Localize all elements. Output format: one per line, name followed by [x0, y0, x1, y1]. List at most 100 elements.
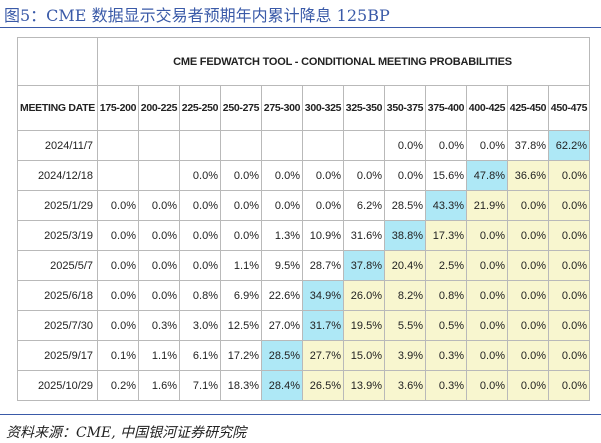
- probability-cell: 1.1%: [220, 250, 262, 281]
- probability-cell: 0.0%: [466, 370, 508, 401]
- probability-cell: 0.0%: [548, 310, 590, 341]
- probability-cell: 0.0%: [138, 190, 180, 221]
- table-row: 2025/9/17 0.1% 1.1% 6.1% 17.2% 28.5% 27.7% 15.0…: [17, 340, 590, 371]
- probability-cell: 0.8%: [179, 280, 221, 311]
- probability-cell: 0.0%: [466, 250, 508, 281]
- probability-cell: 0.8%: [425, 280, 467, 311]
- table-row: 2024/11/7 0.0% 0.0% 0.0% 37.8% 62.2%: [17, 130, 590, 161]
- probability-cell: 0.0%: [97, 280, 139, 311]
- probability-cell: 13.9%: [343, 370, 385, 401]
- probability-cell: 0.0%: [384, 130, 426, 161]
- probability-cell: 0.0%: [302, 190, 344, 221]
- meeting-date-cell: 2025/5/7: [17, 250, 98, 281]
- probability-cell: 0.0%: [261, 160, 303, 191]
- probability-cell: 0.0%: [138, 220, 180, 251]
- probability-cell: [261, 130, 303, 161]
- meeting-date-cell: 2025/6/18: [17, 280, 98, 311]
- probability-cell: 0.1%: [97, 340, 139, 371]
- rate-range-header: 400-425: [466, 85, 508, 131]
- probability-cell: 0.0%: [179, 250, 221, 281]
- meeting-date-cell: 2025/9/17: [17, 340, 98, 371]
- table-row: 2025/5/7 0.0% 0.0% 0.0% 1.1% 9.5% 28.7% 37.8% 20…: [17, 250, 590, 281]
- rate-range-header: 225-250: [179, 85, 221, 131]
- probability-cell: 0.0%: [507, 250, 549, 281]
- probability-cell: [138, 130, 180, 161]
- table-row: 2025/3/19 0.0% 0.0% 0.0% 0.0% 1.3% 10.9% 31.6% 3…: [17, 220, 590, 251]
- probability-cell: 0.0%: [179, 220, 221, 251]
- probability-cell: 7.1%: [179, 370, 221, 401]
- probability-cell: 0.3%: [425, 370, 467, 401]
- probability-cell: 0.0%: [261, 190, 303, 221]
- probability-cell: 28.4%: [261, 370, 303, 401]
- probability-cell: 26.0%: [343, 280, 385, 311]
- probability-cell: [97, 160, 139, 191]
- probability-cell: 18.3%: [220, 370, 262, 401]
- probability-cell: 0.2%: [97, 370, 139, 401]
- probability-cell: 3.0%: [179, 310, 221, 341]
- probability-cell: [302, 130, 344, 161]
- probability-cell: 3.6%: [384, 370, 426, 401]
- corner-cell: [17, 37, 98, 86]
- probability-cell: 20.4%: [384, 250, 426, 281]
- table-row: 2024/12/18 0.0% 0.0% 0.0% 0.0% 0.0% 0.0% 15.6% 4…: [17, 160, 590, 191]
- table-row: 2025/1/29 0.0% 0.0% 0.0% 0.0% 0.0% 0.0% 6.2% 28.…: [17, 190, 590, 221]
- meeting-date-cell: 2024/11/7: [17, 130, 98, 161]
- probability-cell: 0.0%: [466, 220, 508, 251]
- probability-cell: 0.0%: [507, 340, 549, 371]
- probability-cell: 0.0%: [548, 370, 590, 401]
- title-divider: [0, 27, 601, 28]
- meeting-date-cell: 2025/7/30: [17, 310, 98, 341]
- probability-cell: 0.0%: [507, 280, 549, 311]
- probability-cell: 0.0%: [220, 190, 262, 221]
- rate-range-header: 175-200: [97, 85, 139, 131]
- probability-cell: 37.8%: [343, 250, 385, 281]
- probability-cell: 8.2%: [384, 280, 426, 311]
- probability-cell: 0.0%: [507, 310, 549, 341]
- meeting-date-header: MEETING DATE: [17, 85, 98, 131]
- probability-cell: 15.6%: [425, 160, 467, 191]
- probability-cell: 17.2%: [220, 340, 262, 371]
- probability-cell: 2.5%: [425, 250, 467, 281]
- probability-cell: 1.1%: [138, 340, 180, 371]
- probability-cell: 0.0%: [548, 250, 590, 281]
- table-row: 2025/10/29 0.2% 1.6% 7.1% 18.3% 28.4% 26.5% 13.…: [17, 370, 590, 401]
- probability-cell: 28.5%: [261, 340, 303, 371]
- probability-cell: 0.3%: [425, 340, 467, 371]
- probability-cell: 0.0%: [466, 340, 508, 371]
- probability-cell: 0.0%: [220, 220, 262, 251]
- probability-cell: 27.0%: [261, 310, 303, 341]
- probability-cell: 0.0%: [138, 250, 180, 281]
- probability-cell: 1.6%: [138, 370, 180, 401]
- probability-cell: 19.5%: [343, 310, 385, 341]
- column-header-row: MEETING DATE 175-200 200-225 225-250 250-275…: [17, 85, 590, 131]
- probability-cell: 9.5%: [261, 250, 303, 281]
- figure-title: 图5：CME 数据显示交易者预期年内累计降息 125BP: [4, 6, 390, 25]
- probability-cell: 0.0%: [466, 280, 508, 311]
- probability-cell: 28.7%: [302, 250, 344, 281]
- probability-cell: [220, 130, 262, 161]
- probability-table: CME FEDWATCH TOOL - CONDITIONAL MEETING …: [17, 37, 590, 401]
- source-divider: [0, 414, 601, 415]
- probability-cell: 0.0%: [548, 190, 590, 221]
- probability-cell: 0.0%: [548, 340, 590, 371]
- probability-cell: 0.0%: [507, 220, 549, 251]
- rate-range-header: 350-375: [384, 85, 426, 131]
- probability-cell: 36.6%: [507, 160, 549, 191]
- probability-cell: 0.0%: [97, 190, 139, 221]
- meeting-date-cell: 2025/3/19: [17, 220, 98, 251]
- probability-cell: 0.5%: [425, 310, 467, 341]
- probability-cell: 0.0%: [138, 280, 180, 311]
- rate-range-header: 250-275: [220, 85, 262, 131]
- probability-cell: 0.0%: [179, 160, 221, 191]
- rate-range-header: 200-225: [138, 85, 180, 131]
- probability-cell: 0.0%: [343, 160, 385, 191]
- probability-cell: 0.0%: [466, 310, 508, 341]
- meeting-date-cell: 2024/12/18: [17, 160, 98, 191]
- probability-cell: 0.0%: [425, 130, 467, 161]
- table-row: 2025/7/30 0.0% 0.3% 3.0% 12.5% 27.0% 31.7% 19.5…: [17, 310, 590, 341]
- table-row: 2025/6/18 0.0% 0.0% 0.8% 6.9% 22.6% 34.9% 26.0%…: [17, 280, 590, 311]
- probability-cell: 12.5%: [220, 310, 262, 341]
- probability-cell: 62.2%: [548, 130, 590, 161]
- probability-cell: 34.9%: [302, 280, 344, 311]
- probability-cell: 17.3%: [425, 220, 467, 251]
